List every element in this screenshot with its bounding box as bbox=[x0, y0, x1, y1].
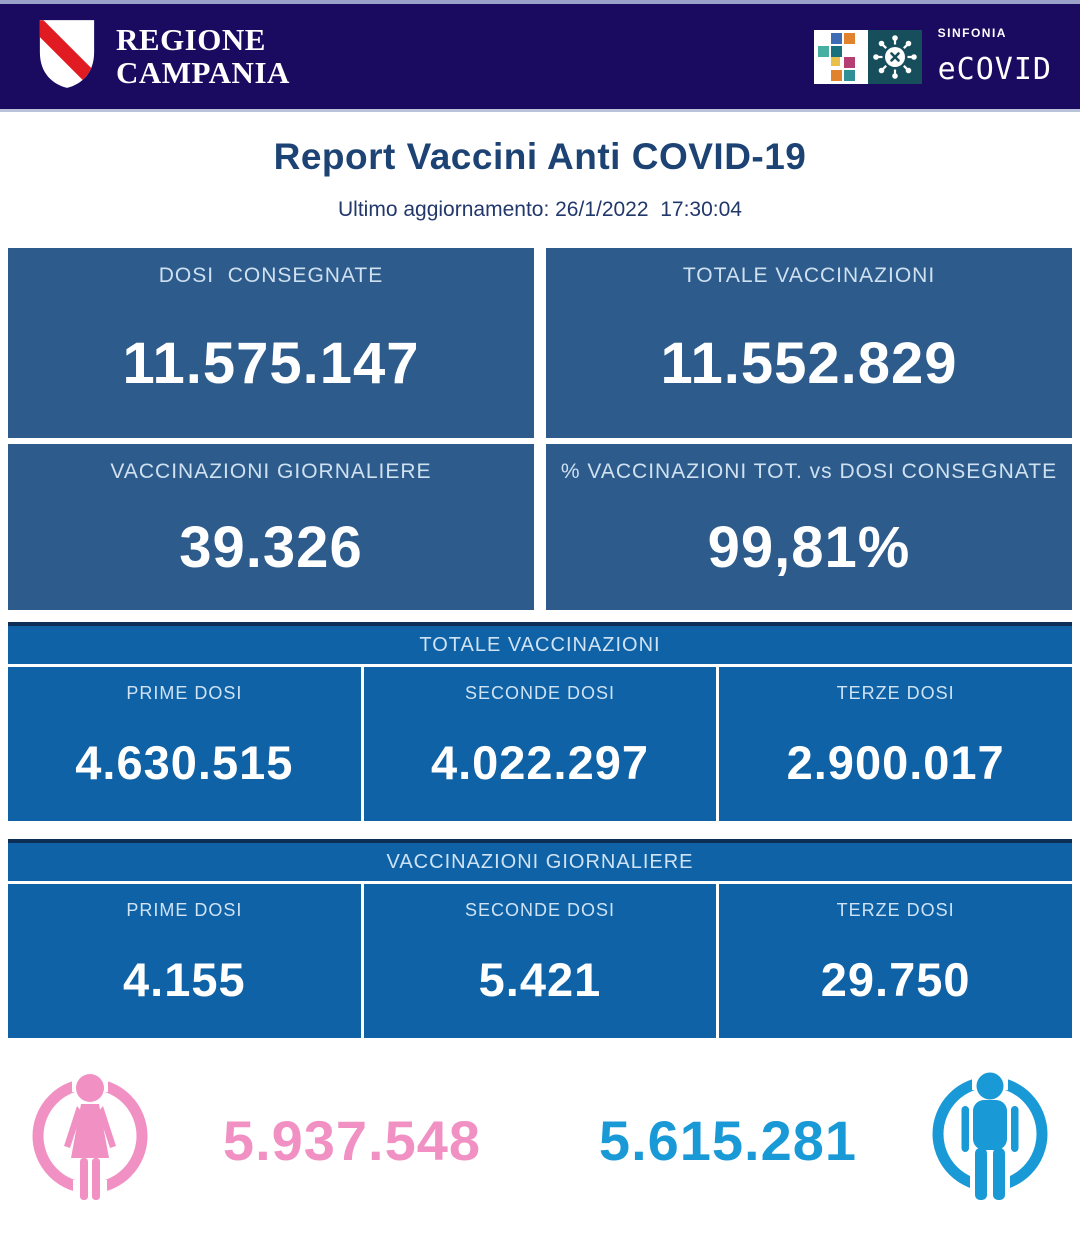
cell-label: SECONDE DOSI bbox=[464, 900, 615, 920]
male-total: 5.615.281 bbox=[598, 1108, 858, 1172]
last-update-text: Ultimo aggiornamento: 26/1/2022 17:30:04 bbox=[338, 198, 742, 221]
cell-value: 29.750 bbox=[820, 953, 971, 1006]
campania-shield-icon bbox=[36, 17, 98, 96]
cell-label: SECONDE DOSI bbox=[464, 683, 615, 703]
kpi-value: 11.575.147 bbox=[122, 330, 420, 396]
section-columns: PRIME DOSI 4.630.515 SECONDE DOSI 4.022.… bbox=[8, 667, 1072, 821]
kpi-label: % VACCINAZIONI TOT. vs DOSI CONSEGNATE bbox=[560, 460, 1058, 483]
cell-value: 5.421 bbox=[478, 953, 602, 1006]
logo-squares bbox=[813, 29, 922, 84]
kpi-percentuale-vaccinazioni: % VACCINAZIONI TOT. vs DOSI CONSEGNATE 9… bbox=[546, 444, 1072, 610]
cell-value: 2.900.017 bbox=[786, 736, 1005, 789]
kpi-grid: DOSI CONSEGNATE 11.575.147 TOTALE VACCIN… bbox=[8, 248, 1072, 610]
cell-terze-dosi: TERZE DOSI 29.750 bbox=[719, 884, 1072, 1038]
kpi-dosi-consegnate: DOSI CONSEGNATE 11.575.147 bbox=[8, 248, 534, 438]
kpi-label: VACCINAZIONI GIORNALIERE bbox=[110, 460, 432, 483]
page-title: Report Vaccini Anti COVID-19 bbox=[273, 136, 807, 177]
ecovid-label: eCOVID bbox=[937, 52, 1052, 87]
section-title: TOTALE VACCINAZIONI bbox=[8, 622, 1072, 664]
cell-label: PRIME DOSI bbox=[126, 683, 243, 703]
cell-label: PRIME DOSI bbox=[126, 900, 243, 920]
male-icon bbox=[916, 1064, 1064, 1216]
cell-terze-dosi: TERZE DOSI 2.900.017 bbox=[719, 667, 1072, 821]
cell-seconde-dosi: SECONDE DOSI 4.022.297 bbox=[363, 667, 717, 821]
section-vaccinazioni-giornaliere: VACCINAZIONI GIORNALIERE PRIME DOSI 4.15… bbox=[8, 839, 1072, 1038]
kpi-label: DOSI CONSEGNATE bbox=[158, 264, 384, 287]
cell-value: 4.630.515 bbox=[75, 736, 294, 789]
cell-label: TERZE DOSI bbox=[836, 900, 955, 920]
region-name: REGIONE CAMPANIA bbox=[116, 21, 290, 90]
virus-icon bbox=[867, 29, 922, 84]
kpi-value: 99,81% bbox=[707, 514, 911, 580]
region-name-line2: CAMPANIA bbox=[116, 54, 290, 90]
sinfonia-label: SINFONIA bbox=[937, 26, 1007, 40]
female-total: 5.937.548 bbox=[222, 1108, 482, 1172]
region-name-line1: REGIONE bbox=[116, 21, 266, 57]
top-header-bar: REGIONE CAMPANIA bbox=[0, 0, 1080, 112]
kpi-totale-vaccinazioni: TOTALE VACCINAZIONI 11.552.829 bbox=[546, 248, 1072, 438]
sinfonia-ecovid-logo: SINFONIA eCOVID bbox=[813, 26, 1052, 87]
cell-value: 4.155 bbox=[123, 953, 246, 1006]
kpi-vaccinazioni-giornaliere: VACCINAZIONI GIORNALIERE 39.326 bbox=[8, 444, 534, 610]
sinfonia-logo-icon bbox=[813, 29, 868, 84]
section-title: VACCINAZIONI GIORNALIERE bbox=[8, 839, 1072, 881]
cell-value: 4.022.297 bbox=[430, 736, 650, 789]
cell-label: TERZE DOSI bbox=[836, 683, 955, 703]
kpi-value: 11.552.829 bbox=[660, 330, 958, 396]
regione-campania-brand: REGIONE CAMPANIA bbox=[36, 17, 290, 96]
female-icon bbox=[16, 1064, 164, 1216]
kpi-label: TOTALE VACCINAZIONI bbox=[682, 264, 936, 287]
ecovid-wordmark: SINFONIA eCOVID bbox=[938, 26, 1052, 87]
cell-prime-dosi: PRIME DOSI 4.155 bbox=[8, 884, 361, 1038]
cell-prime-dosi: PRIME DOSI 4.630.515 bbox=[8, 667, 361, 821]
cell-seconde-dosi: SECONDE DOSI 5.421 bbox=[363, 884, 717, 1038]
section-columns: PRIME DOSI 4.155 SECONDE DOSI 5.421 TERZ… bbox=[8, 884, 1072, 1038]
kpi-value: 39.326 bbox=[179, 514, 363, 580]
section-totale-vaccinazioni: TOTALE VACCINAZIONI PRIME DOSI 4.630.515… bbox=[8, 622, 1072, 821]
gender-totals-row: 5.937.548 5.615.281 bbox=[0, 1064, 1080, 1216]
